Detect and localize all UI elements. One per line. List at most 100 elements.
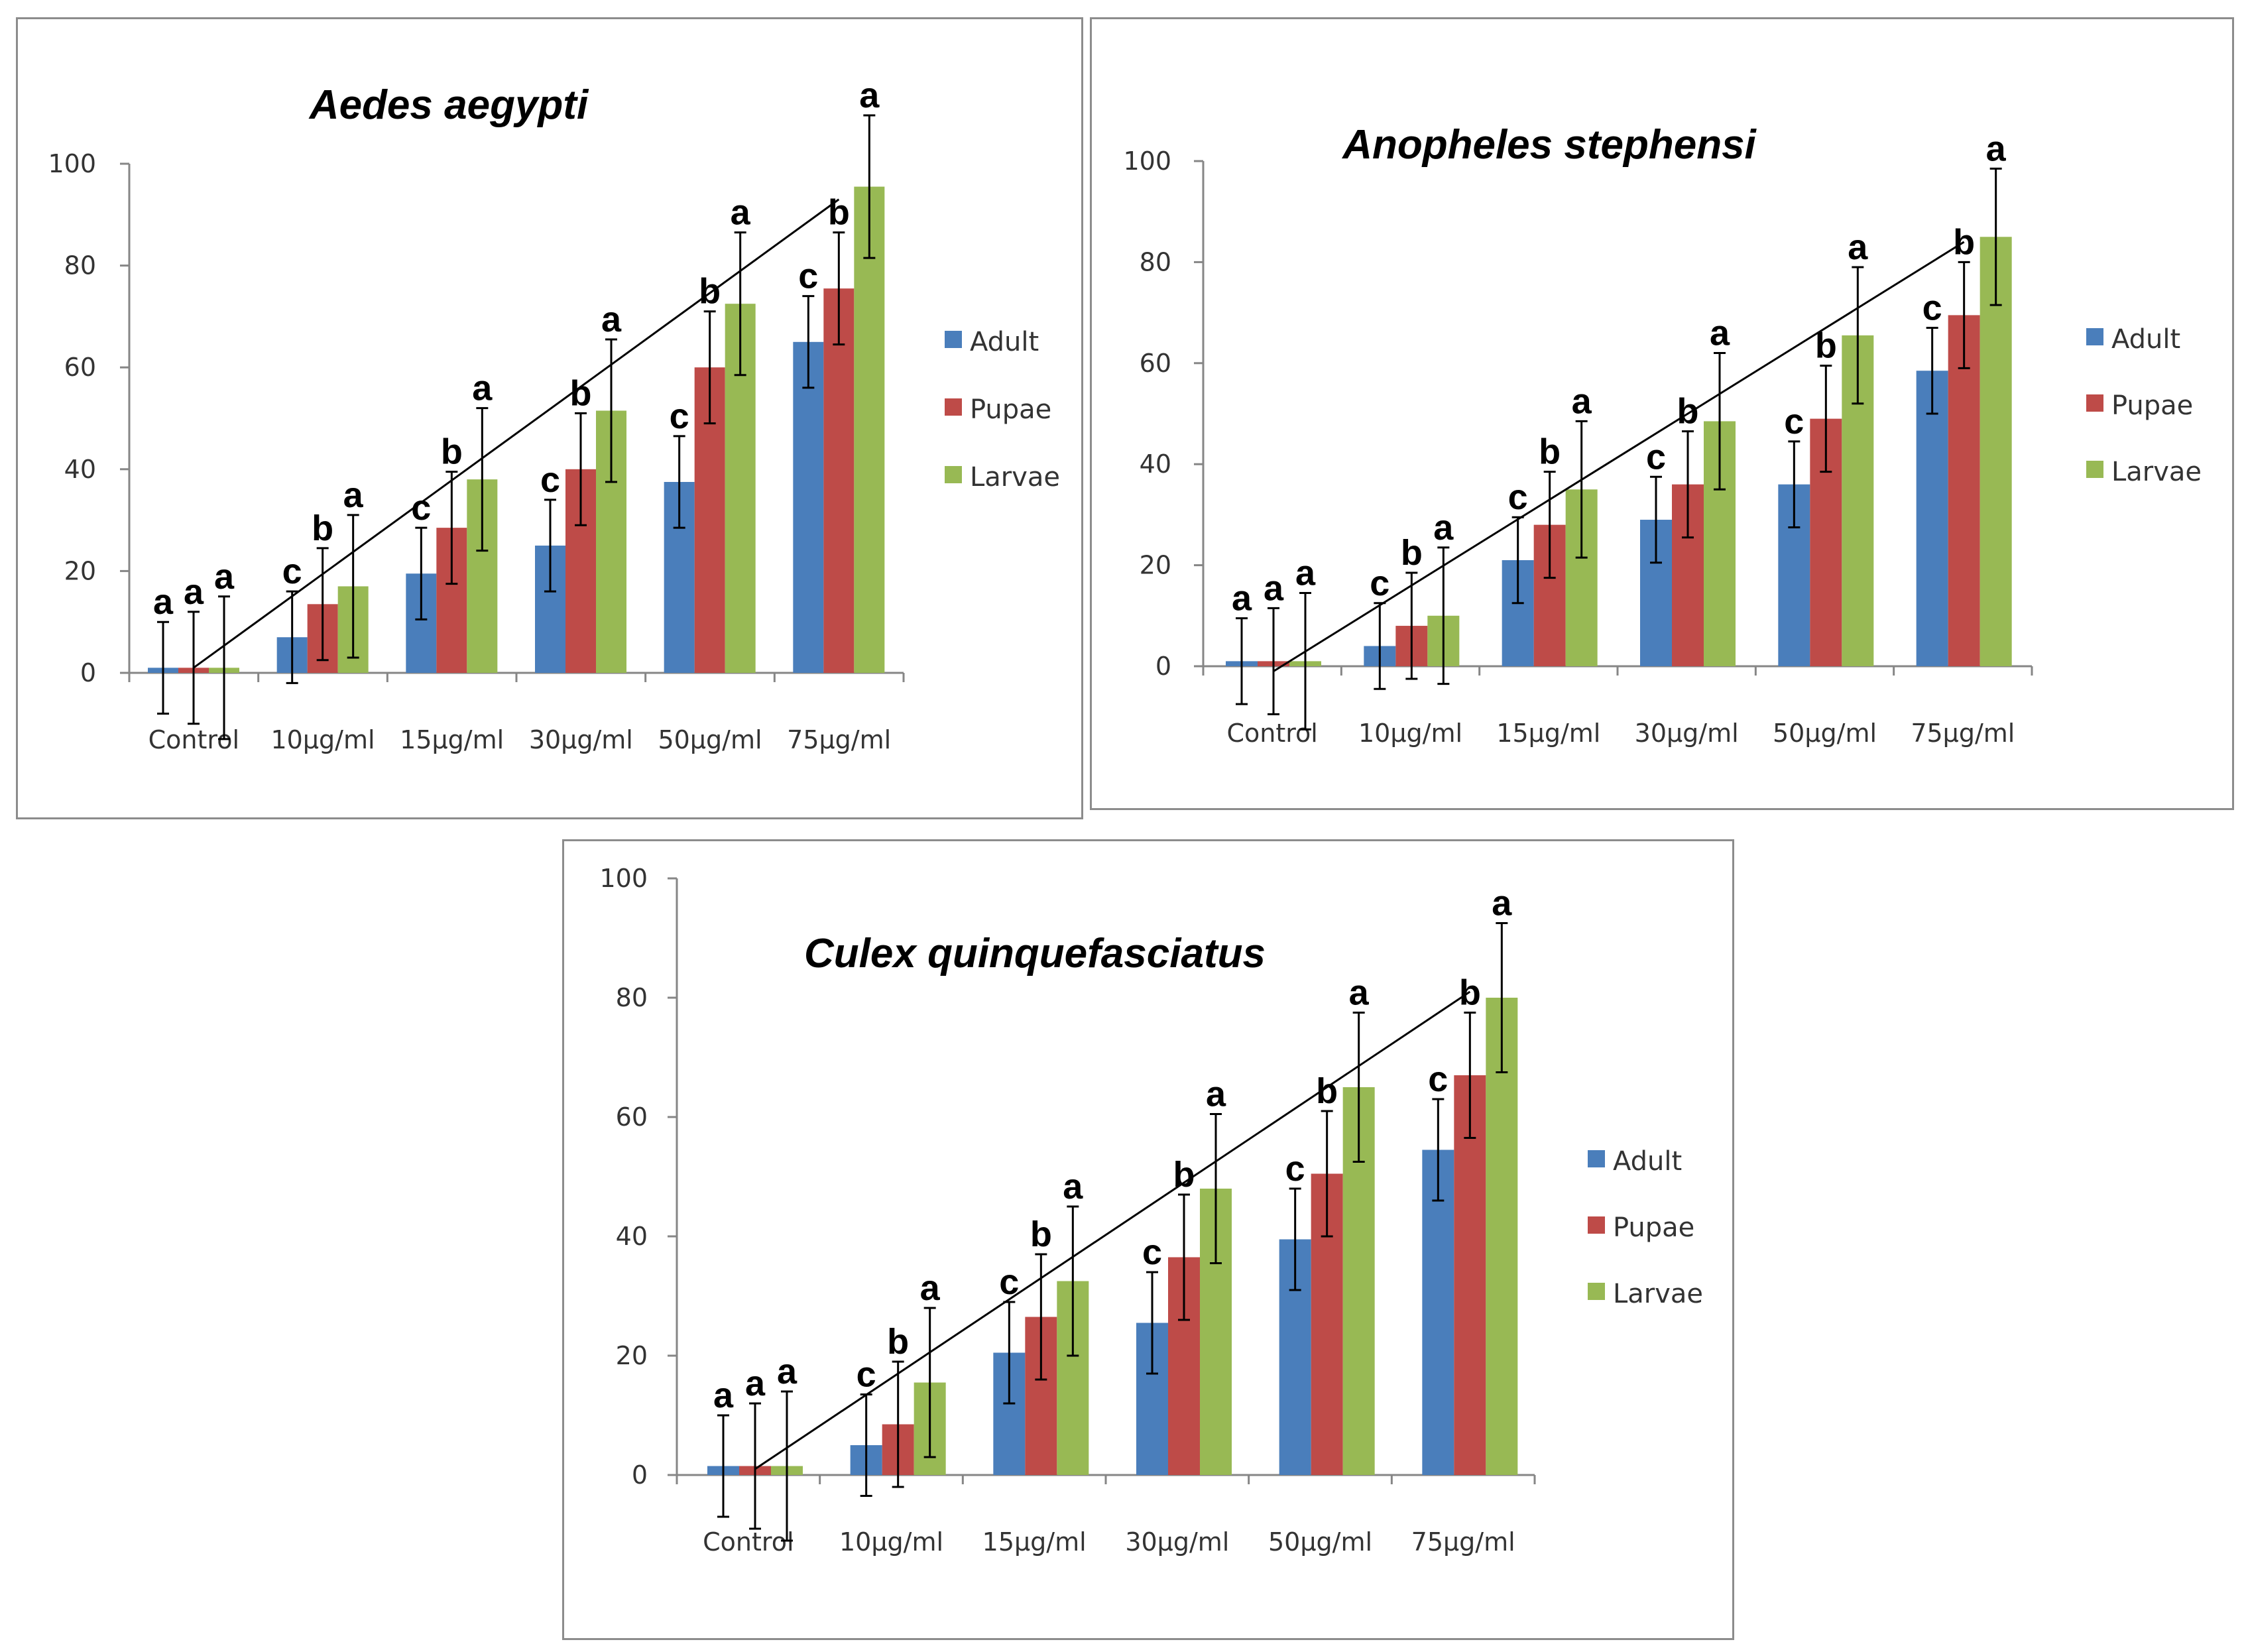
bar-adult (793, 341, 824, 673)
x-tick-label: 30µg/ml (529, 725, 633, 754)
x-tick-label: 30µg/ml (1635, 719, 1739, 748)
trend-line (193, 198, 840, 669)
significance-label: a (1232, 579, 1252, 619)
bar-adult (1422, 1150, 1454, 1475)
significance-label: b (1030, 1214, 1052, 1254)
x-tick-label: 50µg/ml (1268, 1527, 1372, 1557)
x-tick-label: 75µg/ml (787, 725, 891, 754)
significance-label: c (857, 1355, 876, 1395)
significance-label: b (699, 272, 721, 312)
bar-larvae (1980, 237, 2012, 666)
legend-label-pupae: Pupae (2111, 390, 2193, 421)
y-tick-label: 40 (1140, 449, 1171, 479)
legend-swatch-larvae (2086, 461, 2103, 478)
x-tick-label: Control (703, 1527, 794, 1557)
significance-label: a (713, 1376, 734, 1415)
significance-label: c (999, 1262, 1019, 1302)
x-tick-label: 15µg/ml (400, 725, 504, 754)
significance-label: a (1492, 884, 1512, 923)
x-tick-label: 10µg/ml (1358, 719, 1462, 748)
legend-swatch-larvae (945, 466, 962, 483)
significance-label: a (1433, 508, 1454, 548)
significance-label: a (472, 369, 493, 408)
significance-label: b (1459, 973, 1481, 1013)
significance-label: c (670, 396, 689, 436)
significance-label: c (1922, 288, 1942, 327)
x-tick-label: 50µg/ml (658, 725, 762, 754)
legend-label-adult: Adult (1613, 1146, 1682, 1177)
chart-title: Culex quinquefasciatus (804, 931, 1266, 976)
significance-label: a (777, 1352, 798, 1391)
legend-label-larvae: Larvae (2111, 457, 2202, 487)
chart-title: Aedes aegypti (308, 82, 589, 128)
x-tick-label: 10µg/ml (270, 725, 375, 754)
significance-label: c (282, 552, 302, 591)
significance-label: b (1539, 432, 1561, 472)
y-tick-label: 100 (599, 864, 648, 893)
bar-larvae (854, 186, 885, 673)
significance-label: a (1572, 381, 1592, 421)
significance-label: c (540, 460, 560, 500)
x-tick-label: 30µg/ml (1125, 1527, 1229, 1557)
significance-label: b (1815, 326, 1837, 366)
significance-label: a (859, 76, 880, 115)
legend-label-adult: Adult (970, 327, 1039, 357)
x-tick-label: Control (1226, 719, 1317, 748)
bar-pupae (1948, 315, 1980, 666)
significance-label: a (920, 1268, 941, 1308)
significance-label: b (441, 432, 463, 472)
significance-label: c (1508, 477, 1528, 517)
significance-label: c (1142, 1232, 1162, 1272)
chart-panel-aedes: Aedes aegypti 0 20 40 60 80 100 Control 10µg/ml 1… (16, 17, 1083, 819)
chart-panel-culex: Culex quinquefasciatus 0 20 40 60 80 100 Contro… (562, 839, 1734, 1640)
y-tick-label: 0 (1155, 652, 1171, 681)
legend-swatch-adult (945, 331, 962, 348)
legend-label-larvae: Larvae (1613, 1279, 1703, 1309)
significance-label: c (411, 488, 431, 528)
chart-anopheles: Anopheles stephensi 0 20 40 60 80 100 Control 10… (1123, 122, 2202, 748)
legend-swatch-larvae (1588, 1283, 1605, 1300)
chart-culex: Culex quinquefasciatus 0 20 40 60 80 100 Contro… (599, 864, 1703, 1557)
significance-label: c (1285, 1149, 1305, 1189)
y-tick-label: 40 (616, 1222, 648, 1251)
x-tick-label: 15µg/ml (982, 1527, 1087, 1557)
y-tick-label: 0 (632, 1460, 648, 1490)
significance-label: b (570, 373, 592, 413)
significance-label: a (184, 572, 204, 612)
significance-label: c (1646, 437, 1666, 477)
legend-swatch-pupae (2086, 394, 2103, 412)
x-tick-label: 50µg/ml (1773, 719, 1877, 748)
significance-label: a (153, 582, 174, 622)
significance-label: a (731, 193, 751, 233)
significance-label: a (1710, 314, 1730, 353)
significance-label: b (1316, 1071, 1338, 1111)
significance-label: b (1953, 222, 1975, 262)
significance-label: b (1173, 1155, 1195, 1195)
legend-swatch-pupae (945, 398, 962, 416)
legend-label-larvae: Larvae (970, 462, 1060, 493)
significance-label: b (828, 193, 850, 233)
y-tick-label: 100 (48, 149, 96, 178)
y-tick-label: 80 (616, 983, 648, 1012)
legend-swatch-adult (2086, 328, 2103, 345)
significance-label: a (745, 1364, 766, 1403)
significance-label: c (1428, 1059, 1448, 1099)
significance-label: a (214, 557, 235, 597)
y-tick-label: 20 (1140, 551, 1171, 580)
x-tick-label: 10µg/ml (839, 1527, 943, 1557)
legend-label-adult: Adult (2111, 324, 2180, 355)
significance-label: a (1848, 227, 1868, 267)
significance-label: b (1677, 392, 1699, 432)
significance-label: b (1401, 533, 1423, 573)
chart-title: Anopheles stephensi (1341, 122, 1757, 168)
significance-label: b (887, 1322, 909, 1362)
y-tick-label: 60 (616, 1102, 648, 1132)
significance-label: a (1986, 129, 2007, 168)
significance-label: c (1784, 402, 1804, 442)
x-tick-label: 75µg/ml (1411, 1527, 1515, 1557)
y-tick-label: 40 (64, 455, 96, 484)
significance-label: b (312, 508, 333, 548)
y-tick-label: 60 (64, 353, 96, 382)
legend-swatch-adult (1588, 1150, 1605, 1167)
